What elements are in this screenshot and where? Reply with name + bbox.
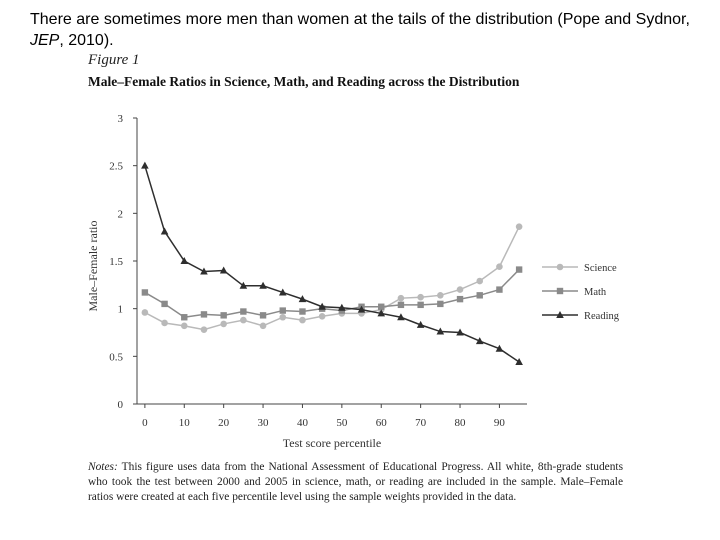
y-tick-label: 3 xyxy=(118,113,124,125)
series-line-math xyxy=(144,269,520,319)
data-point-science xyxy=(456,286,464,293)
data-point-science xyxy=(397,294,405,302)
data-point-science xyxy=(259,322,267,330)
caption-text: There are sometimes more men than women … xyxy=(30,11,690,28)
data-point-math xyxy=(279,307,286,314)
legend-label-science: Science xyxy=(584,263,617,274)
data-point-reading xyxy=(456,328,464,336)
legend-marker-math xyxy=(556,287,564,295)
x-tick-label: 70 xyxy=(415,417,427,429)
legend-marker-science xyxy=(556,263,564,271)
data-point-math xyxy=(378,303,385,310)
data-point-science xyxy=(141,309,149,316)
y-tick-label: 2 xyxy=(118,208,124,220)
x-tick-label: 50 xyxy=(336,417,348,429)
data-point-reading xyxy=(180,257,189,264)
x-tick-label: 60 xyxy=(376,417,388,429)
data-point-math xyxy=(299,308,306,315)
data-point-reading xyxy=(219,266,228,274)
data-point-reading xyxy=(160,227,169,235)
data-point-math xyxy=(417,301,424,309)
data-point-math xyxy=(476,292,483,299)
data-point-reading xyxy=(397,313,405,321)
data-point-reading xyxy=(298,295,307,303)
caption-text-end: , 2010). xyxy=(59,32,114,49)
data-point-reading xyxy=(436,327,445,335)
y-tick-label: 2.5 xyxy=(109,161,123,173)
data-point-science xyxy=(200,326,208,333)
data-point-science xyxy=(279,313,287,321)
chart-legend: Science Math Reading xyxy=(542,263,620,322)
data-point-reading xyxy=(495,344,504,352)
data-point-science xyxy=(180,322,188,330)
data-point-math xyxy=(437,300,444,308)
data-point-science xyxy=(515,223,523,230)
data-point-science xyxy=(496,263,503,271)
data-point-math xyxy=(456,295,464,303)
data-point-reading xyxy=(338,303,346,311)
data-point-math xyxy=(515,266,523,273)
data-point-science xyxy=(240,316,247,324)
y-tick-label: 1 xyxy=(118,304,124,316)
x-tick-label: 80 xyxy=(455,417,467,429)
data-point-science xyxy=(318,312,326,320)
data-point-math xyxy=(496,286,503,293)
data-point-math xyxy=(220,312,227,319)
data-point-science xyxy=(299,316,306,324)
legend-marker-reading xyxy=(556,311,564,318)
y-tick-label: 0.5 xyxy=(109,351,123,363)
chart-series xyxy=(141,161,523,366)
legend-label-reading: Reading xyxy=(584,311,620,322)
data-point-science xyxy=(476,277,484,285)
data-point-science xyxy=(161,319,168,327)
data-point-reading xyxy=(239,281,248,289)
slide-caption: There are sometimes more men than women … xyxy=(30,9,700,51)
data-point-reading xyxy=(200,267,208,275)
series-line-reading xyxy=(144,165,520,363)
data-point-reading xyxy=(515,358,523,366)
data-point-math xyxy=(397,301,405,309)
data-point-math xyxy=(200,311,208,318)
series-line-science xyxy=(144,226,520,331)
y-tick-label: 1.5 xyxy=(109,256,123,268)
x-tick-label: 90 xyxy=(494,417,506,429)
data-point-math xyxy=(259,312,267,319)
x-axis-label: Test score percentile xyxy=(283,436,381,450)
data-point-reading xyxy=(377,309,386,317)
notes-text: This figure uses data from the National … xyxy=(88,461,623,504)
data-point-math xyxy=(141,289,149,296)
data-point-reading xyxy=(475,337,484,345)
data-point-math xyxy=(161,300,168,308)
figure-notes: Notes: This figure uses data from the Na… xyxy=(88,460,623,506)
y-tick-label: 0 xyxy=(118,399,124,411)
data-point-reading xyxy=(416,320,425,328)
figure-title: Male–Female Ratios in Science, Math, and… xyxy=(88,74,520,89)
legend-label-math: Math xyxy=(584,287,607,298)
data-point-science xyxy=(220,320,227,328)
data-point-science xyxy=(417,293,424,301)
data-point-science xyxy=(437,292,444,299)
data-point-reading xyxy=(318,302,326,310)
data-point-math xyxy=(181,314,188,321)
notes-label: Notes: xyxy=(88,461,118,473)
x-tick-label: 30 xyxy=(258,417,270,429)
figure-label: Figure 1 xyxy=(88,52,140,68)
data-point-reading xyxy=(278,288,287,296)
data-point-reading xyxy=(141,161,149,169)
x-tick-label: 0 xyxy=(142,417,148,429)
x-tick-label: 10 xyxy=(179,417,191,429)
x-tick-label: 40 xyxy=(297,417,309,429)
x-tick-label: 20 xyxy=(218,417,230,429)
data-point-reading xyxy=(357,305,366,313)
data-point-math xyxy=(240,308,247,315)
caption-journal: JEP xyxy=(30,32,60,49)
data-point-reading xyxy=(259,281,267,289)
y-axis-label: Male–Female ratio xyxy=(86,221,100,312)
